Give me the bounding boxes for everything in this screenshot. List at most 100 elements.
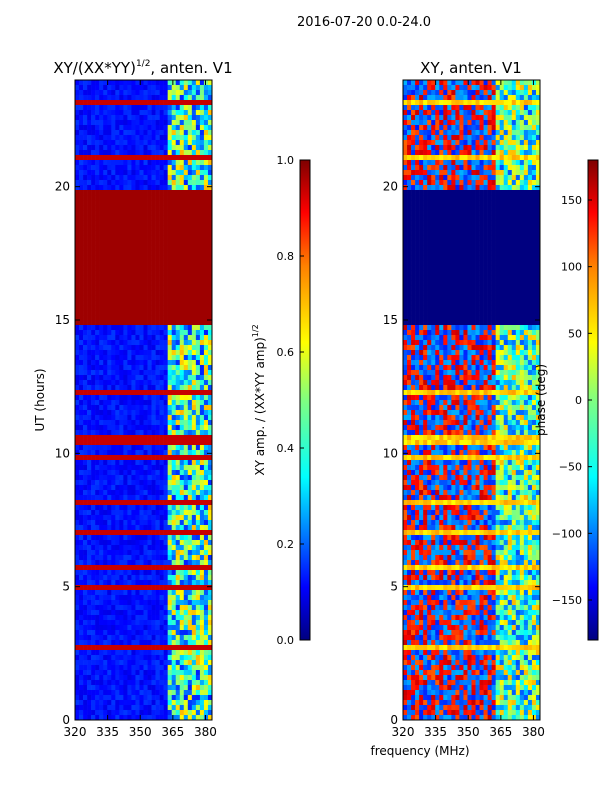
amplitude-heatmap-cell [99,645,104,651]
amplitude-heatmap-cell [83,610,88,616]
amplitude-heatmap-cell [203,440,209,446]
amplitude-heatmap-cell [115,645,120,651]
amplitude-heatmap-cell [179,570,185,576]
amplitude-heatmap-cell [79,205,84,211]
amplitude-heatmap-cell [83,315,88,321]
amplitude-heatmap-cell [103,180,108,186]
amplitude-heatmap-cell [127,100,132,106]
amplitude-heatmap-cell [119,350,124,356]
amplitude-heatmap-cell [159,390,164,396]
amplitude-heatmap-cell [187,180,193,186]
amplitude-heatmap-cell [179,710,185,716]
amplitude-heatmap-cell [207,605,212,611]
amplitude-heatmap-cell [183,570,189,576]
amplitude-heatmap-cell [135,295,140,301]
amplitude-heatmap-cell [195,600,201,606]
amplitude-heatmap-cell [91,270,96,276]
phase-heatmap-cell [495,90,501,96]
amplitude-heatmap-cell [159,250,164,256]
amplitude-heatmap-cell [131,570,136,576]
amplitude-heatmap-cell [115,700,120,706]
amplitude-heatmap-cell [123,280,128,286]
amplitude-heatmap-cell [147,490,152,496]
amplitude-heatmap-cell [107,450,112,456]
amplitude-heatmap-cell [103,440,108,446]
amplitude-heatmap-cell [75,305,80,311]
amplitude-heatmap-cell [111,490,116,496]
amplitude-heatmap-cell [99,430,104,436]
amplitude-heatmap-cell [171,410,177,416]
amplitude-heatmap-cell [99,530,104,536]
amplitude-heatmap-cell [151,540,156,546]
amplitude-heatmap-cell [143,475,148,481]
amplitude-heatmap-cell [87,255,92,261]
amplitude-heatmap-cell [195,475,201,481]
amplitude-heatmap-cell [111,550,116,556]
amplitude-heatmap-cell [195,535,201,541]
amplitude-heatmap-cell [159,570,164,576]
phase-heatmap-cell [435,130,440,136]
amplitude-heatmap-cell [91,495,96,501]
amplitude-heatmap-cell [111,135,116,141]
amplitude-heatmap-cell [103,360,108,366]
amplitude-heatmap-cell [79,625,84,631]
amplitude-heatmap-cell [131,240,136,246]
amplitude-heatmap-cell [119,690,124,696]
amplitude-heatmap-cell [91,585,96,591]
amplitude-heatmap-cell [147,580,152,586]
amplitude-heatmap-cell [151,605,156,611]
amplitude-heatmap-cell [107,335,112,341]
amplitude-heatmap-cell [155,575,160,581]
amplitude-heatmap-cell [95,590,100,596]
amplitude-heatmap-cell [195,690,201,696]
amplitude-heatmap-cell [107,595,112,601]
amplitude-heatmap-cell [103,695,108,701]
phase-heatmap-cell [527,110,533,116]
phase-heatmap-row [403,95,540,101]
phase-heatmap-cell [503,140,509,146]
amplitude-heatmap-cell [91,515,96,521]
amplitude-heatmap-cell [111,205,116,211]
phase-heatmap-cell [419,80,424,86]
amplitude-heatmap-cell [183,295,189,301]
amplitude-heatmap-cell [147,480,152,486]
amplitude-heatmap-cell [103,450,108,456]
amplitude-heatmap-cell [207,315,212,321]
amplitude-heatmap-cell [91,185,96,191]
amplitude-heatmap-cell [135,545,140,551]
amplitude-heatmap-cell [155,545,160,551]
amplitude-heatmap-cell [87,495,92,501]
amplitude-heatmap-cell [79,490,84,496]
amplitude-heatmap-cell [115,385,120,391]
amplitude-heatmap-cell [135,315,140,321]
phase-heatmap-cell [499,125,505,131]
amplitude-heatmap-row [75,120,212,126]
amplitude-heatmap-cell [91,705,96,711]
phase-heatmap-cell [415,100,420,106]
phase-heatmap-cell [483,90,488,96]
amplitude-heatmap-cell [99,180,104,186]
amplitude-heatmap-cell [163,460,168,466]
amplitude-heatmap-cell [75,625,80,631]
amplitude-heatmap-cell [171,155,177,161]
amplitude-heatmap-cell [115,640,120,646]
amplitude-heatmap-cell [199,85,205,91]
amplitude-heatmap-cell [103,140,108,146]
amplitude-heatmap-cell [147,675,152,681]
amplitude-heatmap-cell [131,105,136,111]
amplitude-heatmap-cell [171,430,177,436]
phase-heatmap-cell [467,115,472,121]
amplitude-heatmap-cell [79,285,84,291]
amplitude-heatmap-cell [195,640,201,646]
amplitude-heatmap-cell [75,285,80,291]
amplitude-heatmap-cell [127,285,132,291]
amplitude-heatmap-cell [159,620,164,626]
phase-heatmap-cell [423,80,428,86]
amplitude-heatmap-cell [159,210,164,216]
amplitude-heatmap-cell [83,585,88,591]
amplitude-heatmap-cell [135,300,140,306]
amplitude-heatmap-cell [143,225,148,231]
amplitude-heatmap-cell [123,105,128,111]
amplitude-heatmap-cell [151,400,156,406]
amplitude-heatmap-cell [135,635,140,641]
